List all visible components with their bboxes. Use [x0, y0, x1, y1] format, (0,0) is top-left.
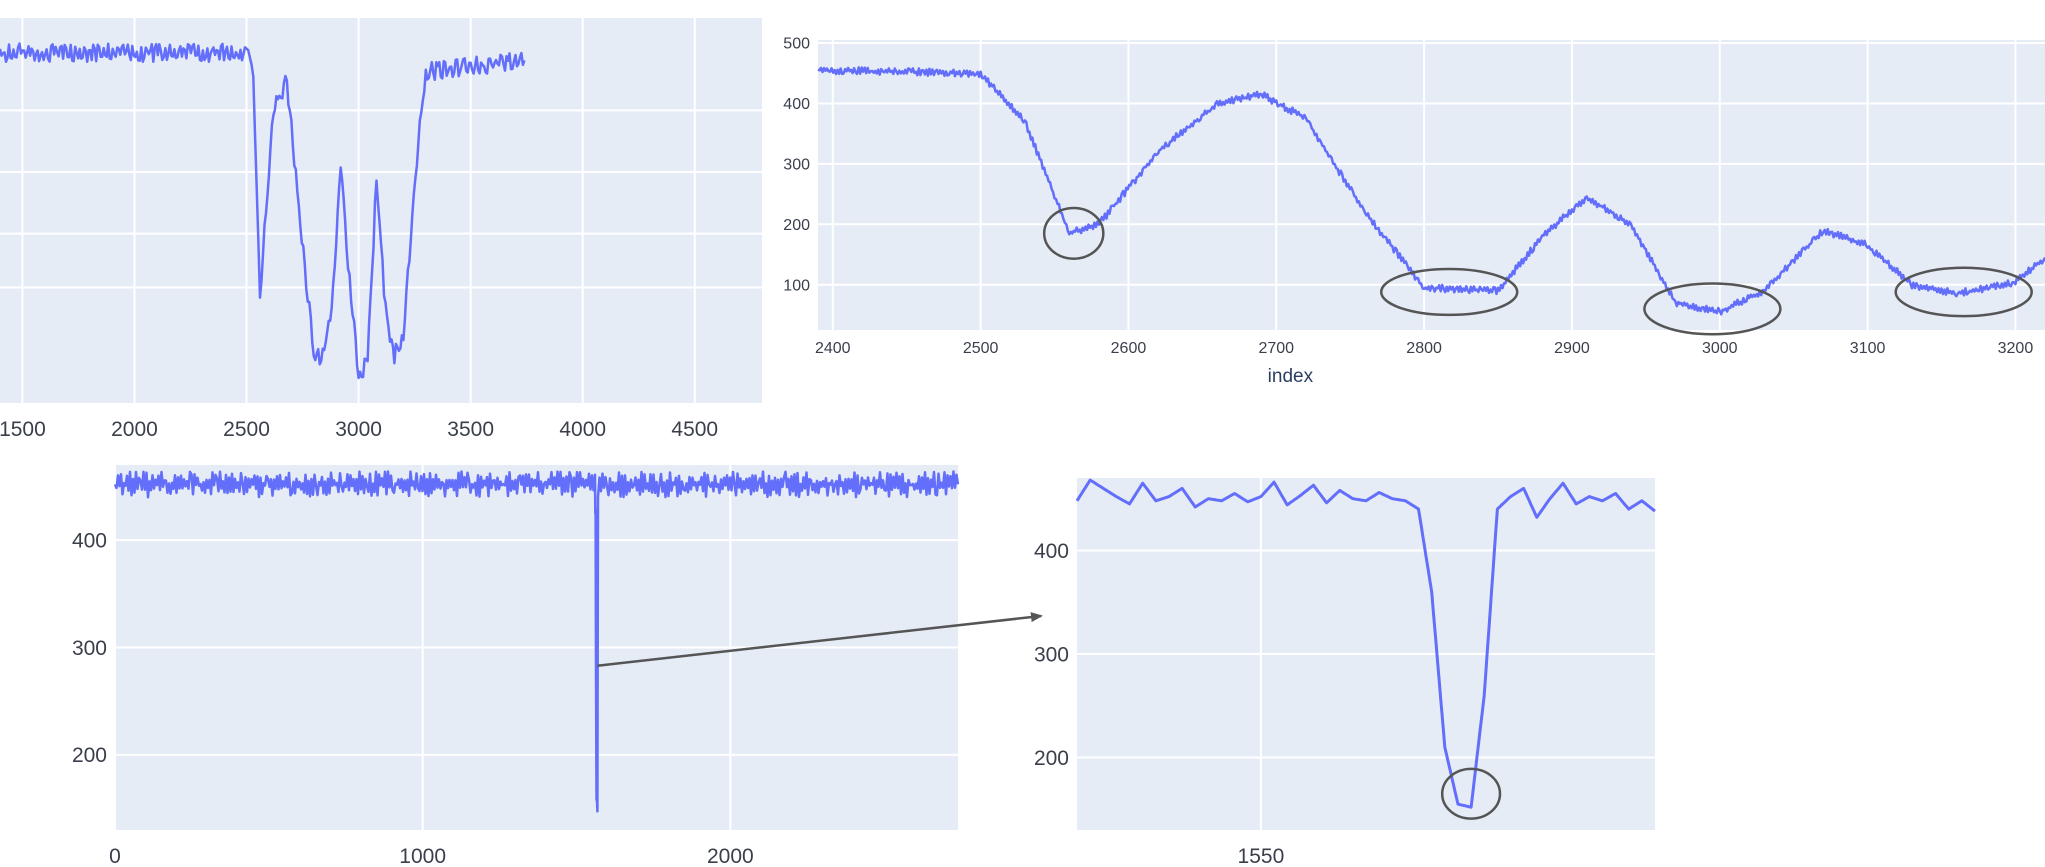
y-tick-label: 300	[1034, 643, 1069, 666]
x-tick-label: 2500	[963, 340, 999, 357]
panel-c: 0 1000 2000 200 300 400	[72, 465, 960, 867]
x-tick-label: 2500	[223, 418, 270, 441]
y-tick-label: 200	[1034, 747, 1069, 770]
plot-background	[818, 40, 2045, 330]
x-tick-label: 2000	[111, 418, 158, 441]
series-line	[817, 66, 2045, 316]
y-tick-label: 400	[72, 529, 107, 552]
series-line	[113, 470, 960, 813]
highlight-circle	[1379, 267, 1519, 317]
x-tick-label: 2600	[1111, 340, 1147, 357]
x-tick-label: 2800	[1406, 340, 1442, 357]
x-tick-label: 4500	[671, 418, 718, 441]
x-tick-label: 0	[109, 845, 121, 867]
y-tick-label: 200	[783, 217, 810, 234]
panel-b: 2400 2500 2600 2700 2800 2900 3000 3100 3200 100 2…	[783, 36, 2045, 387]
x-tick-label: 4000	[559, 418, 606, 441]
x-tick-label: 1000	[399, 845, 446, 867]
x-axis-title: index	[1268, 366, 1314, 387]
plot-background	[0, 18, 762, 403]
x-tick-label: 3500	[447, 418, 494, 441]
y-tick-label: 300	[72, 637, 107, 660]
series-line	[1075, 478, 1656, 809]
y-tick-label: 500	[783, 36, 810, 53]
highlight-circle	[1894, 266, 2033, 318]
x-tick-label: 1500	[0, 418, 46, 441]
highlight-circle	[1643, 282, 1782, 336]
panel-d: 1550 200 300 400	[1034, 478, 1656, 867]
series-line	[0, 42, 526, 380]
zoom-arrow	[597, 612, 1043, 667]
x-tick-label: 2400	[815, 340, 851, 357]
x-tick-label: 1550	[1238, 845, 1285, 867]
x-tick-label: 3000	[1702, 340, 1738, 357]
x-tick-label: 3100	[1850, 340, 1886, 357]
panel-a: 1500 2000 2500 3000 3500 4000 4500	[0, 18, 762, 441]
highlight-circle	[1042, 206, 1105, 260]
x-tick-label: 2900	[1554, 340, 1590, 357]
x-tick-label: 2000	[707, 845, 754, 867]
y-tick-label: 100	[783, 277, 810, 294]
x-tick-label: 3000	[335, 418, 382, 441]
y-tick-label: 200	[72, 744, 107, 767]
x-tick-label: 3200	[1998, 340, 2034, 357]
y-tick-label: 400	[783, 96, 810, 113]
y-tick-label: 300	[783, 156, 810, 173]
y-tick-label: 400	[1034, 540, 1069, 563]
x-tick-label: 2700	[1258, 340, 1294, 357]
highlight-circle	[1440, 767, 1502, 820]
